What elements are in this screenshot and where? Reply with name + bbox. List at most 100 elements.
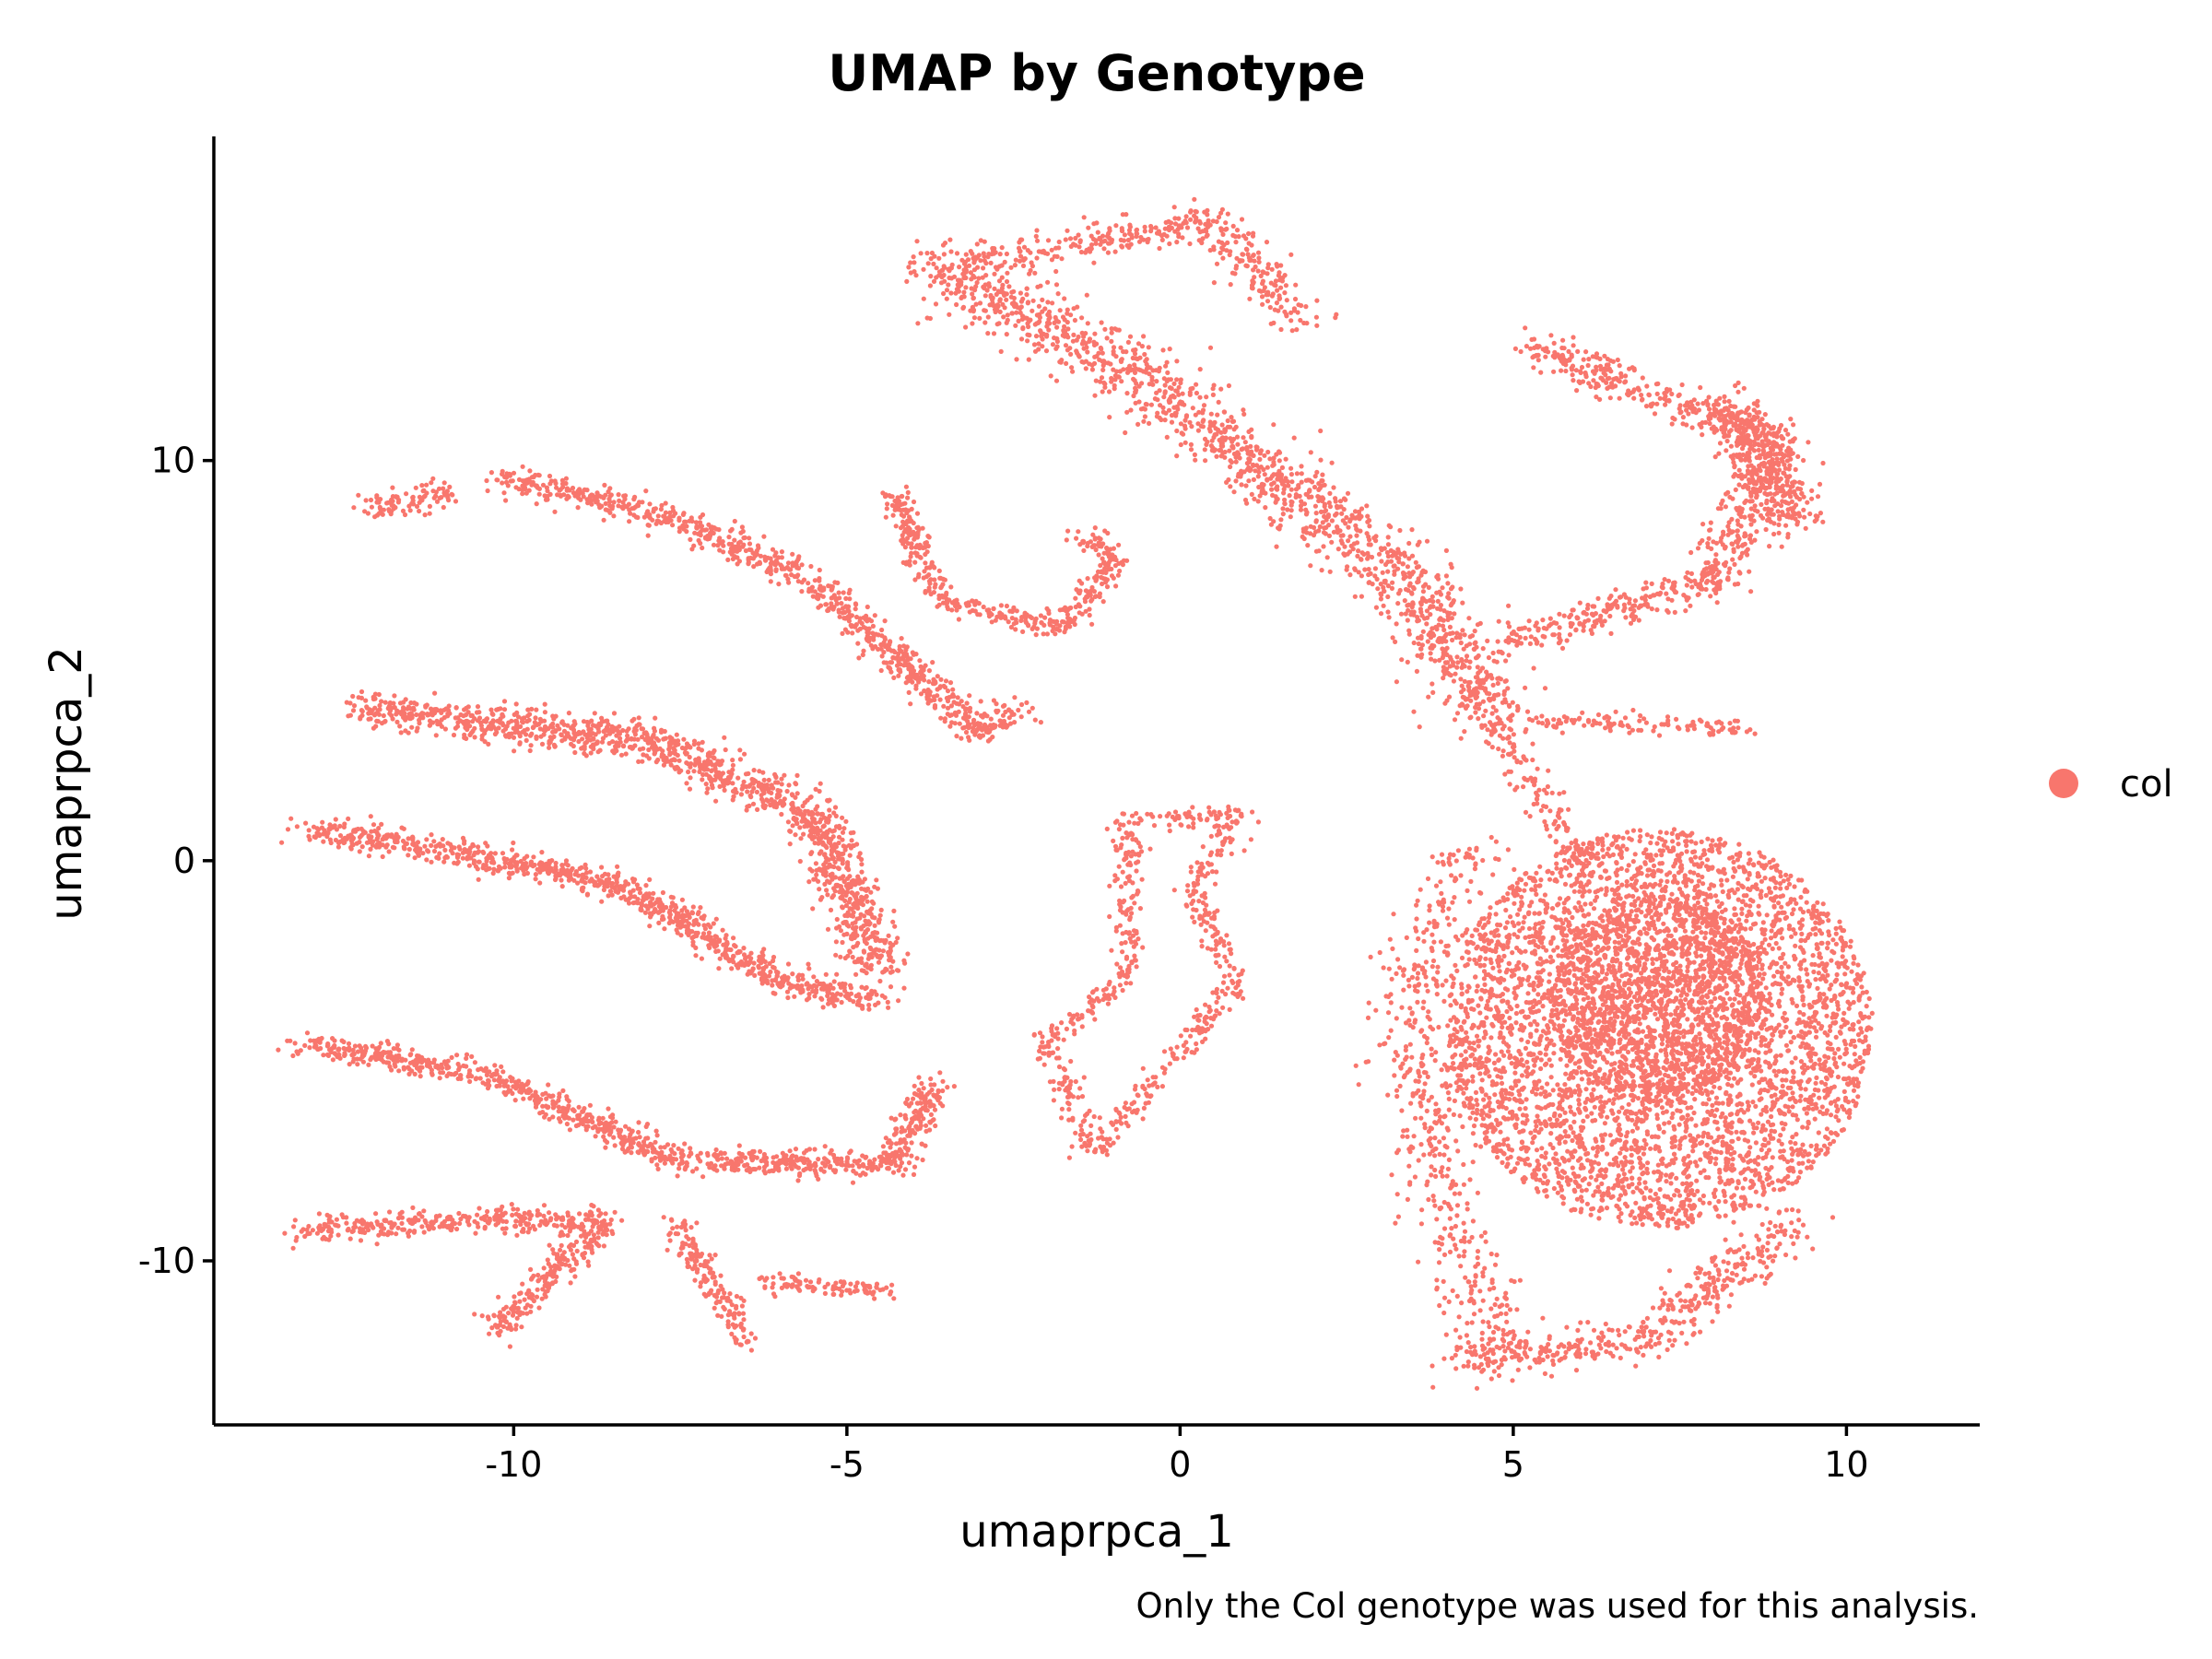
data-point bbox=[1411, 640, 1417, 646]
data-point bbox=[1590, 604, 1595, 609]
data-point bbox=[1735, 528, 1740, 534]
data-point bbox=[1385, 609, 1391, 615]
data-point bbox=[1748, 589, 1754, 594]
data-point bbox=[940, 242, 947, 248]
data-point bbox=[1333, 315, 1338, 321]
data-point bbox=[1105, 250, 1111, 255]
data-point bbox=[946, 282, 951, 288]
data-point bbox=[1091, 339, 1097, 345]
data-point bbox=[988, 260, 994, 265]
data-point bbox=[1658, 1048, 1664, 1053]
data-point bbox=[1523, 1045, 1528, 1051]
data-point bbox=[1234, 228, 1241, 233]
data-point bbox=[1792, 436, 1797, 441]
data-point bbox=[1160, 347, 1166, 353]
data-point bbox=[1594, 364, 1599, 370]
data-point bbox=[1818, 1079, 1824, 1085]
data-point bbox=[1222, 429, 1228, 435]
data-point bbox=[1406, 607, 1411, 613]
data-point bbox=[1540, 633, 1546, 639]
data-point bbox=[1099, 320, 1104, 325]
chart-title: UMAP by Genotype bbox=[828, 44, 1365, 102]
data-point bbox=[1465, 983, 1471, 989]
data-point bbox=[1249, 242, 1254, 248]
data-point bbox=[1262, 285, 1267, 290]
data-point bbox=[1450, 584, 1455, 590]
data-point bbox=[1666, 1120, 1672, 1125]
data-point bbox=[1278, 326, 1284, 333]
data-point bbox=[1192, 452, 1197, 457]
data-point bbox=[1164, 359, 1170, 365]
data-point bbox=[1787, 474, 1793, 479]
data-point bbox=[1081, 334, 1087, 339]
data-point bbox=[1176, 384, 1182, 390]
data-point bbox=[1271, 480, 1277, 486]
data-point bbox=[1418, 633, 1424, 640]
data-point bbox=[1210, 386, 1216, 392]
data-point bbox=[1274, 486, 1279, 491]
data-point bbox=[1528, 634, 1534, 640]
data-point bbox=[1864, 989, 1869, 994]
data-point bbox=[1630, 1063, 1636, 1068]
data-point bbox=[1173, 388, 1179, 394]
data-point bbox=[1769, 498, 1774, 504]
data-point bbox=[939, 275, 945, 280]
data-point bbox=[1410, 584, 1416, 591]
data-point bbox=[1828, 1130, 1834, 1135]
data-point bbox=[1736, 423, 1742, 429]
data-point bbox=[1074, 337, 1079, 343]
data-point bbox=[1154, 379, 1159, 384]
data-point bbox=[976, 276, 982, 281]
data-point bbox=[1535, 358, 1541, 363]
data-point bbox=[1808, 1165, 1814, 1171]
data-point bbox=[1790, 1112, 1795, 1118]
data-point bbox=[1484, 1015, 1489, 1020]
data-point bbox=[1779, 974, 1784, 980]
data-point bbox=[1476, 1025, 1481, 1030]
data-point bbox=[1688, 579, 1694, 584]
data-point bbox=[1303, 304, 1309, 310]
data-point bbox=[1109, 338, 1114, 344]
data-point bbox=[1708, 416, 1713, 421]
data-point bbox=[1322, 513, 1327, 520]
data-point bbox=[1680, 415, 1686, 420]
data-point bbox=[961, 271, 967, 276]
data-point bbox=[1406, 582, 1412, 588]
data-point bbox=[1570, 1165, 1575, 1171]
data-point bbox=[1155, 410, 1160, 416]
data-point bbox=[1147, 371, 1152, 377]
data-point bbox=[1474, 686, 1479, 691]
data-point bbox=[1128, 241, 1134, 247]
data-point bbox=[1715, 506, 1721, 512]
data-point bbox=[1264, 240, 1270, 245]
data-point bbox=[1755, 509, 1760, 514]
data-point bbox=[1099, 375, 1105, 381]
data-point bbox=[1560, 337, 1566, 343]
data-point bbox=[1534, 1124, 1539, 1129]
data-point bbox=[1264, 292, 1269, 298]
data-point bbox=[1535, 1113, 1540, 1119]
data-point bbox=[1381, 584, 1386, 591]
data-point bbox=[1778, 422, 1784, 429]
data-point bbox=[982, 293, 988, 299]
data-point bbox=[1333, 499, 1338, 504]
data-point bbox=[1397, 527, 1403, 534]
data-point bbox=[1728, 428, 1734, 433]
data-point bbox=[1128, 407, 1134, 413]
data-point bbox=[1553, 1151, 1559, 1157]
data-point bbox=[1551, 1042, 1557, 1048]
data-point bbox=[1462, 678, 1467, 685]
data-point bbox=[1569, 352, 1574, 358]
data-point bbox=[1742, 531, 1747, 536]
data-point bbox=[1700, 881, 1706, 887]
data-point bbox=[1331, 485, 1336, 490]
data-point bbox=[1689, 1090, 1695, 1096]
data-point bbox=[1444, 698, 1450, 703]
data-point bbox=[1588, 1212, 1594, 1218]
data-point bbox=[1780, 1083, 1785, 1088]
data-point bbox=[1591, 906, 1597, 912]
data-point bbox=[1225, 424, 1230, 429]
data-point bbox=[1644, 873, 1651, 878]
data-point bbox=[1246, 465, 1252, 470]
